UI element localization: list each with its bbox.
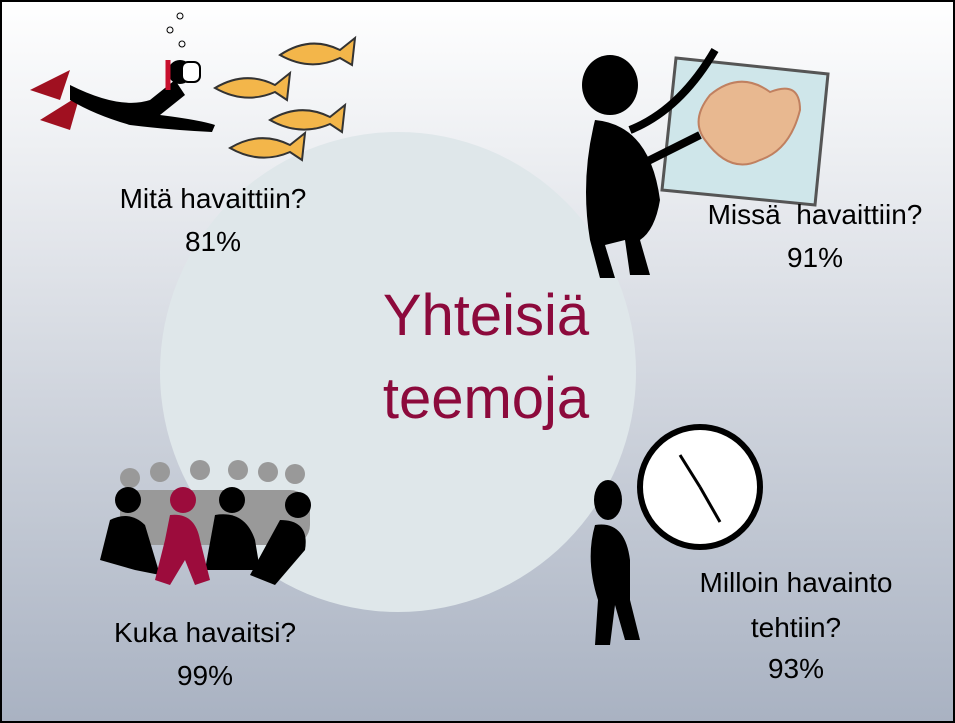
theme-share: 81%: [185, 226, 241, 257]
title-line: teemoja: [383, 366, 590, 431]
page: Yhteisiä teemoja Mitä havaittiin? 81% Missä …: [0, 0, 955, 723]
theme-share: 93%: [768, 653, 824, 684]
theme-share: 91%: [787, 242, 843, 273]
theme-label: Kuka havaitsi?: [114, 617, 296, 648]
theme-label: Missä havaittiin?: [708, 199, 923, 230]
slide: Yhteisiä teemoja Mitä havaittiin? 81% Missä …: [0, 0, 955, 723]
theme-label: tehtiin?: [751, 612, 841, 643]
title-line: Yhteisiä: [383, 283, 590, 348]
theme-label: Milloin havainto: [700, 567, 893, 598]
theme-label: Mitä havaittiin?: [120, 183, 307, 214]
theme-share: 99%: [177, 660, 233, 691]
